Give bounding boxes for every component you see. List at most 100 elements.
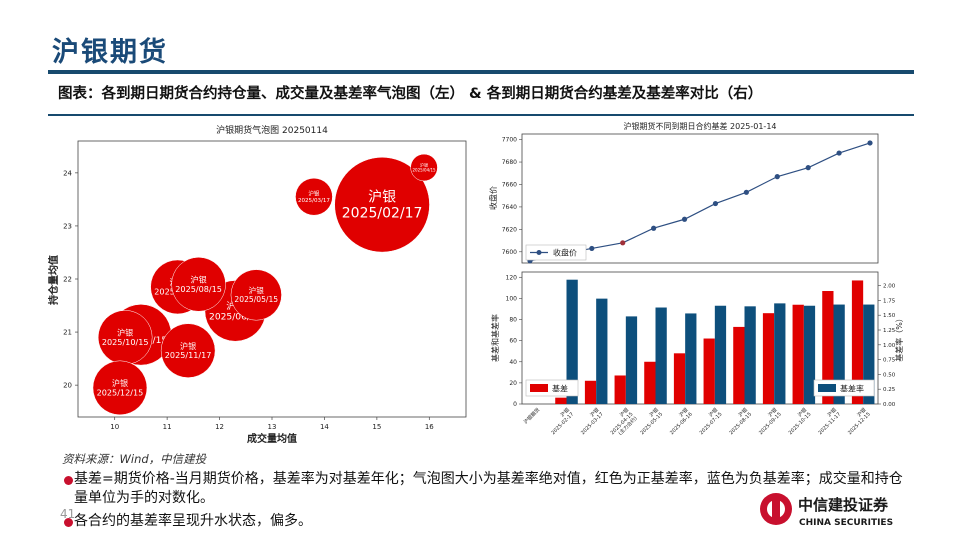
bubble-label: 沪银 xyxy=(180,341,196,351)
legend-marker xyxy=(536,250,542,255)
bubble-circle xyxy=(295,177,333,216)
basis-bar xyxy=(673,353,686,404)
bubble: 沪银2025/02/17 xyxy=(334,157,430,253)
close-price-point xyxy=(620,240,626,246)
bubble-circle xyxy=(334,157,430,253)
x-tick-label: 13 xyxy=(268,423,277,431)
close-price-point xyxy=(805,165,811,171)
bubble-label: 2025/03/17 xyxy=(298,198,330,204)
y2-tick-label: 0.75 xyxy=(883,358,896,364)
x-tick-label: 沪银2025-03-17 xyxy=(575,406,605,436)
basis-rate-bar xyxy=(774,303,786,404)
basis-rate-bar xyxy=(833,304,845,404)
bubble-label: 沪银 xyxy=(368,190,396,206)
y-tick-label: 7660 xyxy=(502,181,517,188)
close-price-point xyxy=(589,245,595,252)
logo-cn: 中信建投证券 xyxy=(798,496,889,514)
x-tick-label: 12 xyxy=(215,423,224,431)
y2-tick-label: 2.00 xyxy=(883,284,896,290)
bubble-label: 2025/05/15 xyxy=(234,295,278,304)
y-tick-label: 80 xyxy=(509,317,517,324)
x-tick-label: 沪银期货 xyxy=(522,406,541,425)
y-tick-label: 7620 xyxy=(502,226,517,233)
basis-bar xyxy=(733,326,745,404)
bubble-label: 沪银 xyxy=(190,274,206,284)
basis-rate-bar xyxy=(714,305,727,404)
y2-tick-label: 1.50 xyxy=(883,313,896,319)
x-tick-label: 沪银2025-10-15 xyxy=(783,406,813,436)
note-item: 各合约的基差率呈现升水状态，偏多。 xyxy=(64,512,674,531)
x-tick-label: 沪银2025-07-15 xyxy=(694,406,724,436)
y2-tick-label: 0.00 xyxy=(883,402,896,408)
legend-swatch-rate xyxy=(818,384,836,392)
x-tick-label: 沪银2025-12-15 xyxy=(842,406,872,436)
bubble-label: 沪银 xyxy=(249,285,265,295)
basis-bar xyxy=(822,291,834,404)
bubble-label: 沪银 xyxy=(308,189,320,197)
bar-y-label: 基差和基差率 xyxy=(490,314,500,362)
bullet-icon xyxy=(64,476,73,485)
y-tick-label: 20 xyxy=(509,380,517,387)
bubble-label: 2025/02/17 xyxy=(342,206,423,222)
y-tick-label: 7600 xyxy=(502,249,517,256)
basis-bar xyxy=(851,280,864,404)
x-tick-label: 沪银2025-02-17 xyxy=(545,406,575,436)
y-tick-label: 20 xyxy=(63,382,72,390)
bubble-label: 沪银 xyxy=(117,328,133,338)
bullet-icon xyxy=(64,518,73,527)
close-price-point xyxy=(867,140,873,146)
bubble-label: 沪银 xyxy=(112,378,128,388)
basis-rate-bar xyxy=(803,305,816,404)
y2-tick-label: 0.25 xyxy=(883,387,896,393)
bubble-circle xyxy=(171,257,226,312)
line-chart-title: 沪银期货不同到期日合约基差 2025-01-14 xyxy=(623,121,776,131)
legend-label-basis: 基差 xyxy=(552,384,568,394)
page-number: 41 xyxy=(60,507,76,521)
line-y-label: 收盘价 xyxy=(488,186,498,210)
bar-y2-label: 基差率（%） xyxy=(894,314,904,362)
basis-rate-bar xyxy=(685,313,697,404)
note-item: 基差=期货价格-当月期货价格，基差率为对基差年化；气泡图大小为基差率绝对值，红色… xyxy=(64,470,914,508)
basis-rate-bar xyxy=(596,298,608,404)
basis-bar xyxy=(555,397,567,404)
x-tick-label: 沪银2025-11-17 xyxy=(812,406,842,436)
basis-bar xyxy=(703,338,715,404)
bubble-circle xyxy=(160,323,216,378)
basis-rate-bar xyxy=(863,304,875,404)
y-tick-label: 40 xyxy=(509,359,517,366)
bubble: 沪银2025/10/15 xyxy=(97,310,153,365)
y-tick-label: 21 xyxy=(63,329,72,337)
bubble: 沪银2025/11/17 xyxy=(160,323,216,378)
logo-en: CHINA SECURITIES xyxy=(799,518,893,528)
basis-rate-bar xyxy=(566,279,578,404)
y2-tick-label: 1.00 xyxy=(883,343,896,349)
y-tick-label: 7640 xyxy=(502,204,517,211)
bubble-chart: 沪银期货气泡图 20250114 成交量均值 持仓量均值 10 11 12 13 14 1… xyxy=(47,124,467,445)
x-tick-label: 11 xyxy=(163,423,172,431)
close-price-line-chart: 沪银期货不同到期日合约基差 2025-01-14 收盘价 7600 7620 764… xyxy=(488,121,879,264)
close-price-point xyxy=(712,200,719,207)
bubble-circle xyxy=(92,360,148,416)
source-note: 资料来源：Wind，中信建投 xyxy=(62,452,207,466)
line-legend: 收盘价 xyxy=(525,244,587,261)
x-tick-label: 沪银2025-06-16 xyxy=(664,406,694,436)
basis-legend: 基差 xyxy=(525,379,579,397)
x-tick-label: 16 xyxy=(425,423,434,431)
bubble-label: 2025/06/16 xyxy=(209,312,262,322)
y2-tick-label: 0.50 xyxy=(883,372,896,378)
bubble: 沪银2025/04/15 xyxy=(410,153,438,182)
bubble-label: 沪银 xyxy=(420,162,428,168)
basis-bar xyxy=(584,380,597,404)
x-tick-label: 10 xyxy=(110,423,119,431)
y-tick-label: 100 xyxy=(506,295,518,302)
legend-label: 收盘价 xyxy=(553,248,577,258)
y-tick-label: 120 xyxy=(506,274,518,281)
close-price-point xyxy=(836,150,842,156)
x-tick-label: 15 xyxy=(372,423,381,431)
bubble: 沪银2025/08/15 xyxy=(171,257,226,312)
basis-rate-legend: 基差率 xyxy=(813,379,875,397)
close-price-point xyxy=(774,174,780,180)
bubble-label: 2025/08/15 xyxy=(175,284,222,294)
legend-label-rate: 基差率 xyxy=(840,384,864,394)
y-tick-label: 0 xyxy=(513,401,517,408)
